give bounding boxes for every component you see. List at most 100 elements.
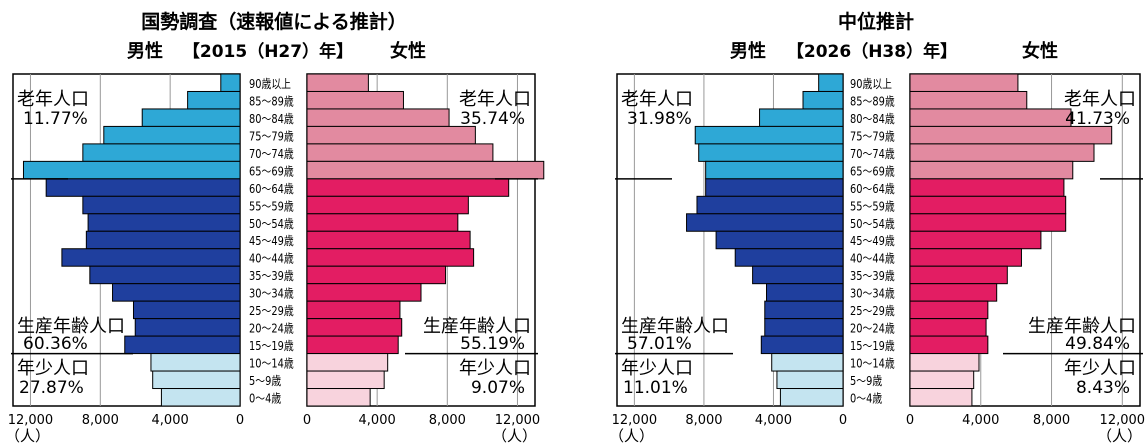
male-bar-10 (85, 230, 241, 250)
age-label: 70～74歳 (249, 147, 294, 161)
female-bar-13 (306, 283, 422, 302)
male-bar-6 (705, 160, 844, 180)
age-label: 40～44歳 (249, 252, 294, 266)
female-elderly-value: 41.73% (1065, 109, 1130, 129)
female-label: 女性 (1022, 40, 1058, 62)
female-label: 女性 (390, 40, 426, 62)
female-bar-19 (306, 388, 371, 407)
female-axis-unit: （人） (492, 427, 537, 445)
age-label: 75～79歳 (850, 129, 895, 143)
male-working-label: 生産年齢人口 (17, 316, 125, 337)
male-bar-14 (764, 300, 844, 320)
male-youth-value: 27.87% (19, 378, 84, 398)
female-bar-10 (909, 230, 1042, 250)
age-label: 40～44歳 (850, 252, 895, 266)
male-youth-label: 年少人口 (17, 358, 89, 379)
male-bar-2 (802, 90, 844, 110)
male-bar-19 (160, 388, 241, 407)
chart-title: 国勢調査（速報値による推計） (141, 10, 406, 33)
male-elderly-label: 老年人口 (621, 89, 693, 110)
male-bar-9 (686, 213, 844, 232)
male-tick-label: 0 (839, 413, 847, 428)
age-label: 15～19歳 (249, 339, 294, 353)
age-label: 30～34歳 (249, 287, 294, 301)
male-bar-1 (818, 73, 844, 92)
female-bar-6 (306, 160, 545, 180)
male-bar-3 (141, 108, 241, 127)
age-label: 35～39歳 (249, 269, 294, 283)
male-bar-15 (764, 318, 844, 337)
female-bar-1 (909, 73, 1019, 92)
female-bar-1 (306, 73, 369, 92)
male-bar-10 (715, 230, 844, 250)
female-tick-label: 8,000 (429, 413, 466, 428)
age-label: 0～4歳 (850, 392, 882, 406)
male-bar-4 (694, 125, 844, 145)
male-bar-11 (61, 248, 241, 267)
age-label: 25～29歳 (249, 304, 294, 318)
age-label: 10～14歳 (249, 357, 294, 371)
pyramid-panel-1 (11, 73, 545, 407)
female-bar-8 (306, 195, 469, 215)
chart-subtitle: 【2026（H38）年】 (787, 41, 957, 62)
age-label: 80～84歳 (850, 112, 895, 126)
female-bar-9 (909, 213, 1067, 232)
male-tick-label: 12,000 (8, 413, 54, 428)
female-bar-3 (306, 108, 450, 127)
male-tick-label: 4,000 (152, 413, 189, 428)
male-bar-3 (759, 108, 844, 127)
female-working-label: 生産年齢人口 (423, 316, 531, 337)
age-label: 60～64歳 (850, 182, 895, 196)
female-youth-value: 9.07% (471, 378, 525, 398)
male-label: 男性 (730, 40, 766, 62)
female-tick-label: 12,000 (1100, 413, 1146, 428)
chart-subtitle: 【2015（H27）年】 (183, 41, 353, 62)
female-bar-19 (909, 388, 973, 407)
male-elderly-value: 31.98% (627, 109, 692, 129)
female-youth-value: 8.43% (1076, 378, 1130, 398)
female-bar-7 (909, 178, 1065, 197)
female-tick-label: 0 (906, 413, 914, 428)
female-bar-6 (909, 160, 1074, 180)
female-bar-8 (909, 195, 1067, 215)
female-bar-14 (306, 300, 401, 320)
female-bar-10 (306, 230, 471, 250)
male-bar-18 (776, 370, 844, 390)
male-tick-label: 0 (236, 413, 244, 428)
male-working-value: 57.01% (627, 334, 692, 354)
female-bar-2 (306, 90, 404, 110)
age-label: 65～69歳 (249, 164, 294, 178)
female-bar-3 (909, 108, 1072, 127)
female-bar-11 (306, 248, 475, 267)
female-working-label: 生産年齢人口 (1028, 316, 1136, 337)
male-label: 男性 (127, 40, 163, 62)
male-bar-7 (45, 178, 241, 197)
chart-title: 中位推計 (838, 10, 914, 33)
male-elderly-value: 11.77% (23, 109, 88, 129)
age-label: 10～14歳 (850, 357, 895, 371)
age-label: 90歳以上 (850, 77, 892, 91)
age-label: 0～4歳 (249, 392, 281, 406)
male-bar-19 (779, 388, 844, 407)
female-bar-9 (306, 213, 459, 232)
male-bar-8 (696, 195, 844, 215)
age-label: 50～54歳 (850, 217, 895, 231)
female-bar-15 (909, 318, 987, 337)
female-bar-16 (909, 335, 989, 355)
female-bar-11 (909, 248, 1022, 267)
age-label: 75～79歳 (249, 129, 294, 143)
male-bar-2 (187, 90, 241, 110)
female-axis-unit: （人） (1097, 427, 1142, 445)
age-label: 35～39歳 (850, 269, 895, 283)
age-label: 5～9歳 (850, 374, 882, 388)
male-youth-value: 11.01% (623, 378, 688, 398)
female-working-value: 49.84% (1065, 334, 1130, 354)
male-bar-6 (22, 160, 241, 180)
female-youth-label: 年少人口 (459, 358, 531, 379)
age-label: 25～29歳 (850, 304, 895, 318)
female-bar-2 (909, 90, 1028, 110)
male-youth-label: 年少人口 (621, 358, 693, 379)
female-bar-17 (909, 353, 980, 372)
female-elderly-label: 老年人口 (459, 89, 531, 110)
